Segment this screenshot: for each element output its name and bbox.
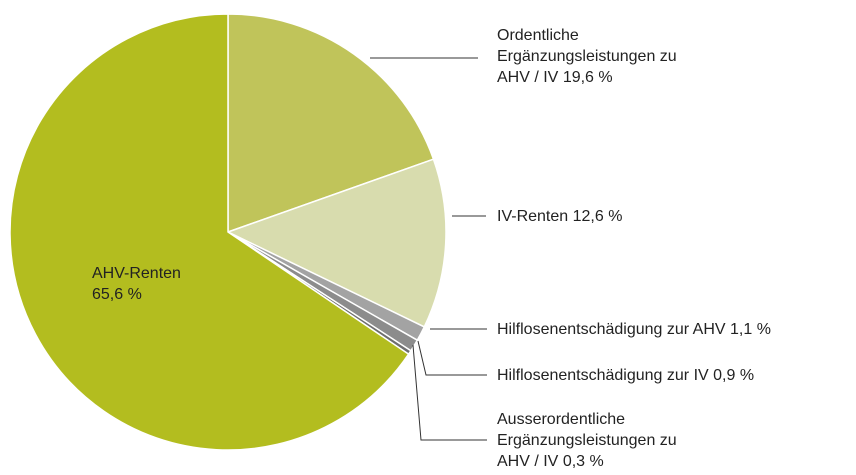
slice-label: Ordentliche Ergänzungsleistungen zu AHV … bbox=[497, 25, 697, 88]
value-label: 65,6 % bbox=[92, 286, 142, 303]
pie-slice bbox=[227, 13, 435, 234]
slice-label: AHV-Renten 65,6 % bbox=[92, 263, 192, 305]
leader-line bbox=[412, 344, 487, 441]
slice-label: Hilflosenentschädigung zur AHV 1,1 % bbox=[497, 319, 856, 340]
slice-label: IV-Renten 12,6 % bbox=[497, 206, 837, 227]
category-label: IV-Renten bbox=[497, 208, 569, 225]
category-label: Ordentliche Ergänzungsleistungen zu AHV … bbox=[497, 27, 677, 86]
slice-label: Hilflosenentschädigung zur IV 0,9 % bbox=[497, 365, 847, 386]
value-label: 19,6 % bbox=[562, 69, 613, 86]
category-label: AHV-Renten bbox=[92, 265, 181, 282]
leader-line bbox=[417, 340, 487, 376]
pie-slice bbox=[226, 158, 447, 328]
value-label: 0,3 % bbox=[562, 453, 604, 470]
category-label: Ausserordentliche Ergänzungsleistungen z… bbox=[497, 411, 677, 470]
value-label: 12,6 % bbox=[572, 208, 623, 225]
category-label: Hilflosenentschädigung zur AHV bbox=[497, 321, 726, 338]
value-label: 1,1 % bbox=[730, 321, 771, 338]
value-label: 0,9 % bbox=[713, 367, 755, 384]
slice-label: Ausserordentliche Ergänzungsleistungen z… bbox=[497, 409, 697, 472]
pie-slice bbox=[9, 13, 410, 451]
category-label: Hilflosenentschädigung zur IV bbox=[497, 367, 709, 384]
